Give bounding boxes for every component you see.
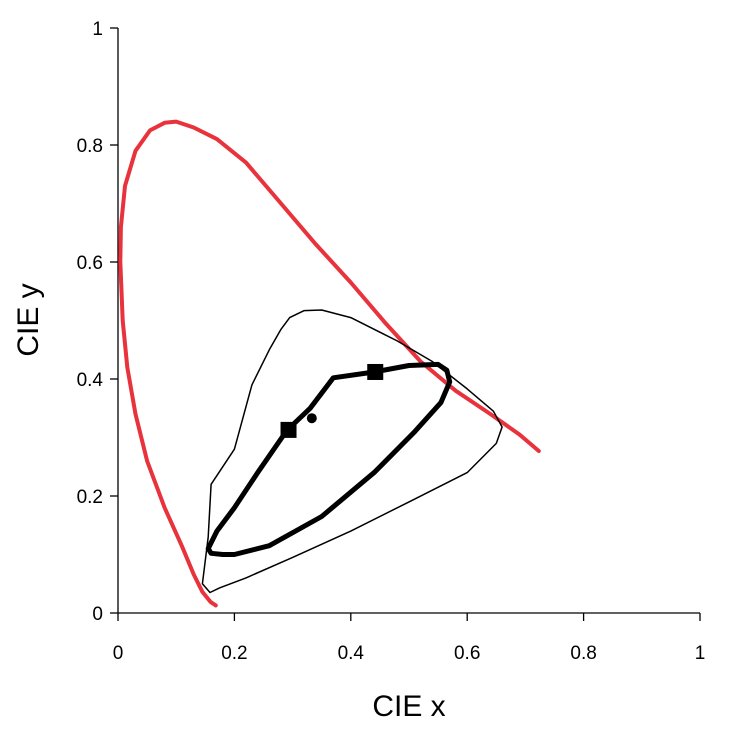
x-tick-label: 0.6 [454, 643, 480, 664]
spectral-locus-line [118, 119, 541, 608]
y-tick-label: 1 [92, 19, 103, 40]
circle-marker [306, 413, 317, 424]
x-tick-label: 0.2 [221, 643, 247, 664]
marker-layer [280, 363, 384, 438]
y-tick-label: 0.4 [77, 370, 104, 391]
x-tick-label: 0 [113, 643, 124, 664]
square-marker [367, 363, 384, 380]
x-tick-label: 1 [695, 643, 706, 664]
ticks: 0 0.2 0.4 0.6 0.8 1 0 0.2 0.4 0.6 0.8 1 [77, 19, 706, 664]
inner-loop-line [205, 361, 453, 557]
series-layer [118, 119, 541, 608]
square-marker [280, 421, 297, 438]
y-tick-label: 0.2 [77, 487, 103, 508]
y-axis-label: CIE y [12, 283, 45, 356]
y-tick-label: 0 [92, 604, 103, 625]
y-tick-label: 0.6 [77, 253, 103, 274]
y-tick-label: 0.8 [77, 136, 103, 157]
x-tick-label: 0.4 [338, 643, 365, 664]
x-axis-label: CIE x [372, 690, 445, 723]
axes [117, 28, 700, 614]
outer-gamut-line [201, 309, 503, 594]
x-tick-label: 0.8 [570, 643, 596, 664]
